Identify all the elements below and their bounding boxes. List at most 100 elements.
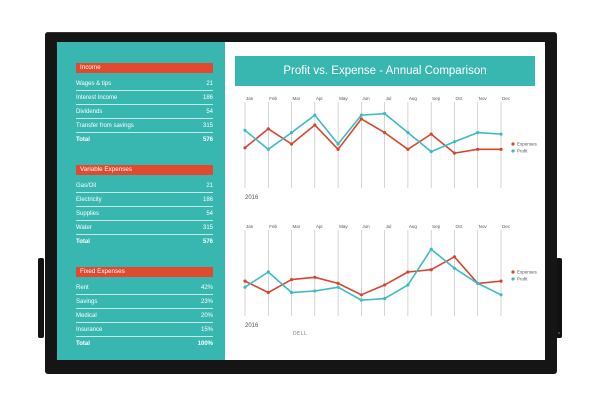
series-line-profit (244, 112, 502, 153)
fixed-expenses-section: Fixed Expenses Rent 42% Savings 23% Medica… (76, 267, 213, 350)
income-row: Wages & tips 21 (76, 77, 213, 91)
month-label: Nov (479, 96, 488, 101)
data-point (313, 275, 317, 279)
data-point (476, 131, 480, 135)
fixed-row: Insurance 15% (76, 323, 213, 337)
series-line-expenses (244, 118, 501, 154)
data-point (476, 147, 480, 151)
month-label: Dec (502, 224, 511, 229)
month-label: May (339, 224, 348, 229)
line-chart-bottom: Jan Feb Mar Apr May Jun Jul Aug Sep Oct Nov Dec Expe… (233, 222, 543, 332)
page-title: Profit vs. Expense - Annual Comparison (235, 56, 535, 86)
data-point (266, 147, 270, 151)
month-label: Jul (386, 224, 392, 229)
data-point (336, 281, 340, 285)
data-point (336, 142, 340, 146)
data-point (289, 131, 294, 135)
month-label: Apr (316, 224, 324, 229)
data-point (266, 127, 270, 131)
variable-row: Electricity 186 (76, 193, 213, 207)
income-row: Interest Income 186 (76, 91, 213, 105)
income-row: Transfer from savings 315 (76, 119, 213, 133)
power-indicator (558, 332, 560, 334)
income-row: Dividends 54 (76, 105, 213, 119)
legend-marker (511, 149, 515, 153)
income-section: Income Wages & tips 21 Interest Income 186… (76, 63, 213, 146)
variable-row: Water 315 (76, 221, 213, 235)
data-point (406, 270, 410, 274)
income-header: Income (76, 63, 213, 73)
month-label: Jan (246, 96, 254, 101)
left-side-handle (38, 258, 44, 338)
month-label: Mar (293, 96, 301, 101)
month-label: Mar (293, 224, 301, 229)
month-label: Jan (246, 224, 254, 229)
brand-logo: DELL (292, 331, 308, 337)
data-point (243, 285, 247, 289)
data-point (359, 298, 363, 302)
data-point (499, 147, 503, 151)
legend-marker (511, 270, 515, 274)
month-label: Jun (362, 224, 370, 229)
data-point (406, 283, 410, 287)
month-label: Jul (386, 96, 392, 101)
data-point (383, 131, 387, 135)
data-point (313, 113, 317, 117)
year-label: 2016 (245, 195, 259, 201)
data-point (383, 297, 387, 301)
month-label: May (339, 96, 348, 101)
chart-canvas-bottom: Jan Feb Mar Apr May Jun Jul Aug Sep Oct Nov Dec Expe… (243, 224, 538, 329)
variable-row: Supplies 54 (76, 207, 213, 221)
screen: Income Wages & tips 21 Interest Income 186… (57, 42, 545, 360)
month-label: Dec (502, 96, 511, 101)
data-point (359, 293, 363, 297)
data-point (383, 112, 387, 116)
variable-expenses-section: Variable Expenses Gas/Oil 21 Electricity 1… (76, 165, 213, 248)
data-point (429, 268, 433, 272)
line-chart-top: Jan Feb Mar Apr May Jun Jul Aug Sep Oct Nov Dec Expe… (233, 94, 543, 204)
fixed-row: Rent 42% (76, 281, 213, 295)
data-point (359, 113, 363, 117)
data-point (429, 150, 433, 154)
data-point (406, 147, 410, 151)
data-point (313, 123, 317, 127)
series-line-profit (244, 248, 502, 301)
legend-marker (511, 277, 515, 281)
legend-label: Profit (517, 277, 528, 282)
data-point (313, 289, 317, 293)
data-point (243, 279, 247, 283)
legend-label: Expenses (517, 142, 538, 147)
sidebar: Income Wages & tips 21 Interest Income 186… (57, 42, 225, 360)
data-point (476, 281, 480, 285)
data-point (243, 128, 247, 132)
data-point (429, 132, 433, 136)
data-point (499, 132, 503, 136)
legend-label: Expenses (517, 270, 538, 275)
data-point (452, 266, 457, 270)
fixed-row: Medical 20% (76, 309, 213, 323)
month-label: Oct (455, 96, 463, 101)
month-label: Aug (409, 96, 418, 101)
month-label: Jun (362, 96, 370, 101)
month-label: Apr (316, 96, 324, 101)
data-point (452, 140, 457, 144)
month-label: Oct (455, 224, 463, 229)
data-point (266, 290, 270, 295)
month-label: Aug (409, 224, 418, 229)
data-point (452, 151, 457, 155)
data-point (499, 293, 503, 297)
data-point (336, 147, 340, 151)
legend-marker (511, 142, 515, 146)
data-point (336, 285, 340, 289)
series-line-expenses (244, 255, 502, 296)
right-side-handle (556, 258, 562, 338)
data-point (266, 270, 270, 274)
monitor-bezel: Income Wages & tips 21 Interest Income 186… (45, 32, 557, 374)
data-point (383, 283, 387, 287)
data-point (359, 117, 363, 121)
variable-total-row: Total 576 (76, 239, 213, 245)
month-label: Sep (432, 224, 441, 229)
income-total-row: Total 576 (76, 137, 213, 143)
data-point (499, 279, 503, 283)
fixed-expenses-header: Fixed Expenses (76, 267, 213, 277)
